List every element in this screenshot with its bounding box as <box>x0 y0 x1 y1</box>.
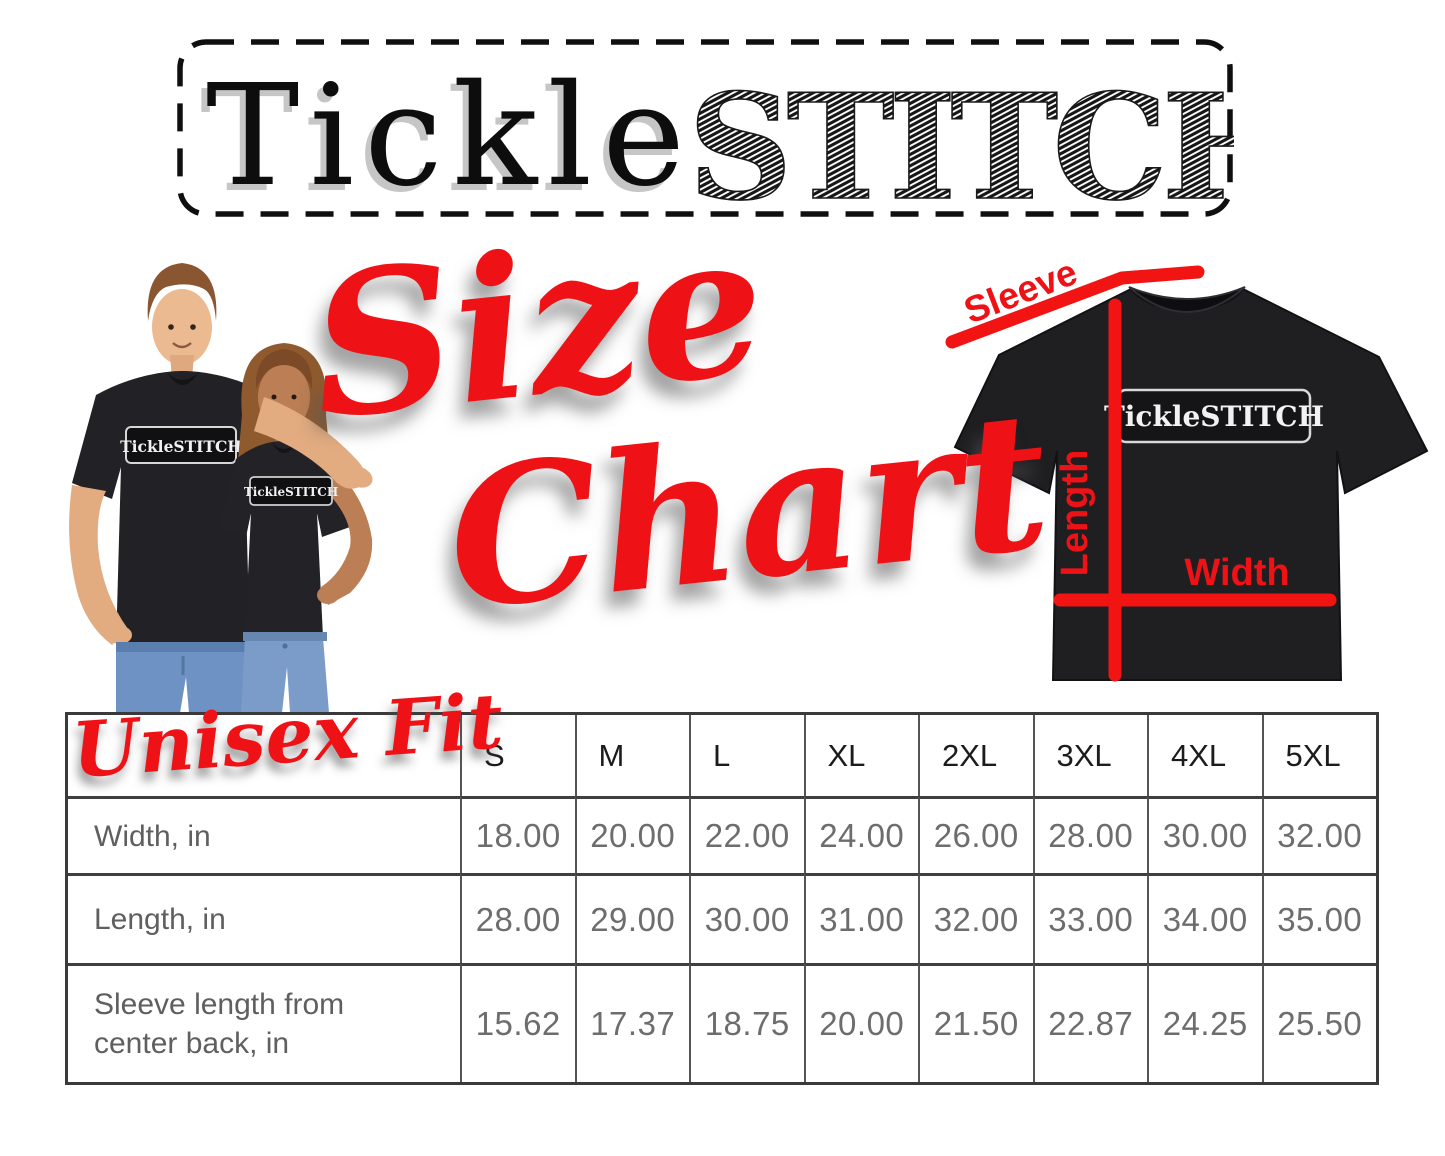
size-value: 24.00 <box>803 796 918 873</box>
tshirt-collar <box>1128 286 1246 313</box>
woman-figure: TickleSTITCH <box>218 343 373 713</box>
col-header: 4XL <box>1147 715 1262 796</box>
width-label: Width <box>1184 552 1289 594</box>
col-header: 5XL <box>1261 715 1376 796</box>
woman-left-arm <box>321 467 373 605</box>
tshirt-shape <box>953 287 1429 681</box>
row-label-width: Width, in <box>68 796 460 873</box>
woman-hair-front <box>255 349 313 389</box>
size-value: 35.00 <box>1261 873 1376 963</box>
diagram-shirt-logo: TickleSTITCH <box>1104 388 1324 444</box>
size-value: 24.25 <box>1147 963 1262 1082</box>
size-value: 34.00 <box>1147 873 1262 963</box>
fit-header-cell <box>68 715 460 796</box>
couple-photo: TickleSTITCH TickleSTITCH <box>69 263 373 713</box>
woman-jeans <box>241 637 329 713</box>
size-value: 15.62 <box>460 963 575 1082</box>
brand-serif-text: Tickle <box>206 55 695 218</box>
brand-logo-box: Tickle Tickle STITCH <box>177 39 1234 218</box>
size-value: 21.50 <box>918 963 1033 1082</box>
col-header: L <box>689 715 804 796</box>
row-label-sleeve: Sleeve length from center back, in <box>68 963 460 1082</box>
woman-shirt-logo: TickleSTITCH <box>244 476 338 506</box>
dashed-border <box>177 39 1233 217</box>
sleeve-measure-line <box>945 265 1205 349</box>
size-value: 30.00 <box>1147 796 1262 873</box>
brand-stitch-text: STITCH <box>688 63 1234 218</box>
man-jeans <box>116 647 250 713</box>
man-arm-over-shoulder <box>254 397 366 489</box>
row-label-length: Length, in <box>68 873 460 963</box>
col-header: XL <box>803 715 918 796</box>
man-figure: TickleSTITCH <box>69 263 294 713</box>
man-right-arm <box>69 485 128 645</box>
length-label: Length <box>1054 450 1096 577</box>
size-value: 32.00 <box>1261 796 1376 873</box>
size-value: 20.00 <box>574 796 689 873</box>
size-value: 28.00 <box>1032 796 1147 873</box>
col-header: M <box>574 715 689 796</box>
svg-text:TickleSTITCH: TickleSTITCH <box>244 485 338 499</box>
size-value: 18.75 <box>689 963 804 1082</box>
size-value: 33.00 <box>1032 873 1147 963</box>
size-value: 17.37 <box>574 963 689 1082</box>
tshirt-measure-diagram: TickleSTITCH Sleeve Length Width <box>945 251 1429 682</box>
size-value: 22.00 <box>689 796 804 873</box>
size-value: 22.87 <box>1032 963 1147 1082</box>
col-header: 2XL <box>918 715 1033 796</box>
size-value: 20.00 <box>803 963 918 1082</box>
size-value: 31.00 <box>803 873 918 963</box>
size-value: 30.00 <box>689 873 804 963</box>
brand-serif-shadow: Tickle <box>200 61 689 218</box>
man-shirt-logo: TickleSTITCH <box>120 426 242 464</box>
title-chart: Chart <box>437 368 1059 653</box>
svg-text:TickleSTITCH: TickleSTITCH <box>120 437 242 456</box>
svg-text:TickleSTITCH: TickleSTITCH <box>1104 400 1324 433</box>
size-value: 32.00 <box>918 873 1033 963</box>
size-value: 26.00 <box>918 796 1033 873</box>
size-value: 18.00 <box>460 796 575 873</box>
size-value: 25.50 <box>1261 963 1376 1082</box>
size-value: 29.00 <box>574 873 689 963</box>
col-header: 3XL <box>1032 715 1147 796</box>
size-table: S M L XL 2XL 3XL 4XL 5XL Width, in 18.00… <box>65 712 1379 1085</box>
size-value: 28.00 <box>460 873 575 963</box>
col-header: S <box>460 715 575 796</box>
man-hair <box>147 263 217 321</box>
